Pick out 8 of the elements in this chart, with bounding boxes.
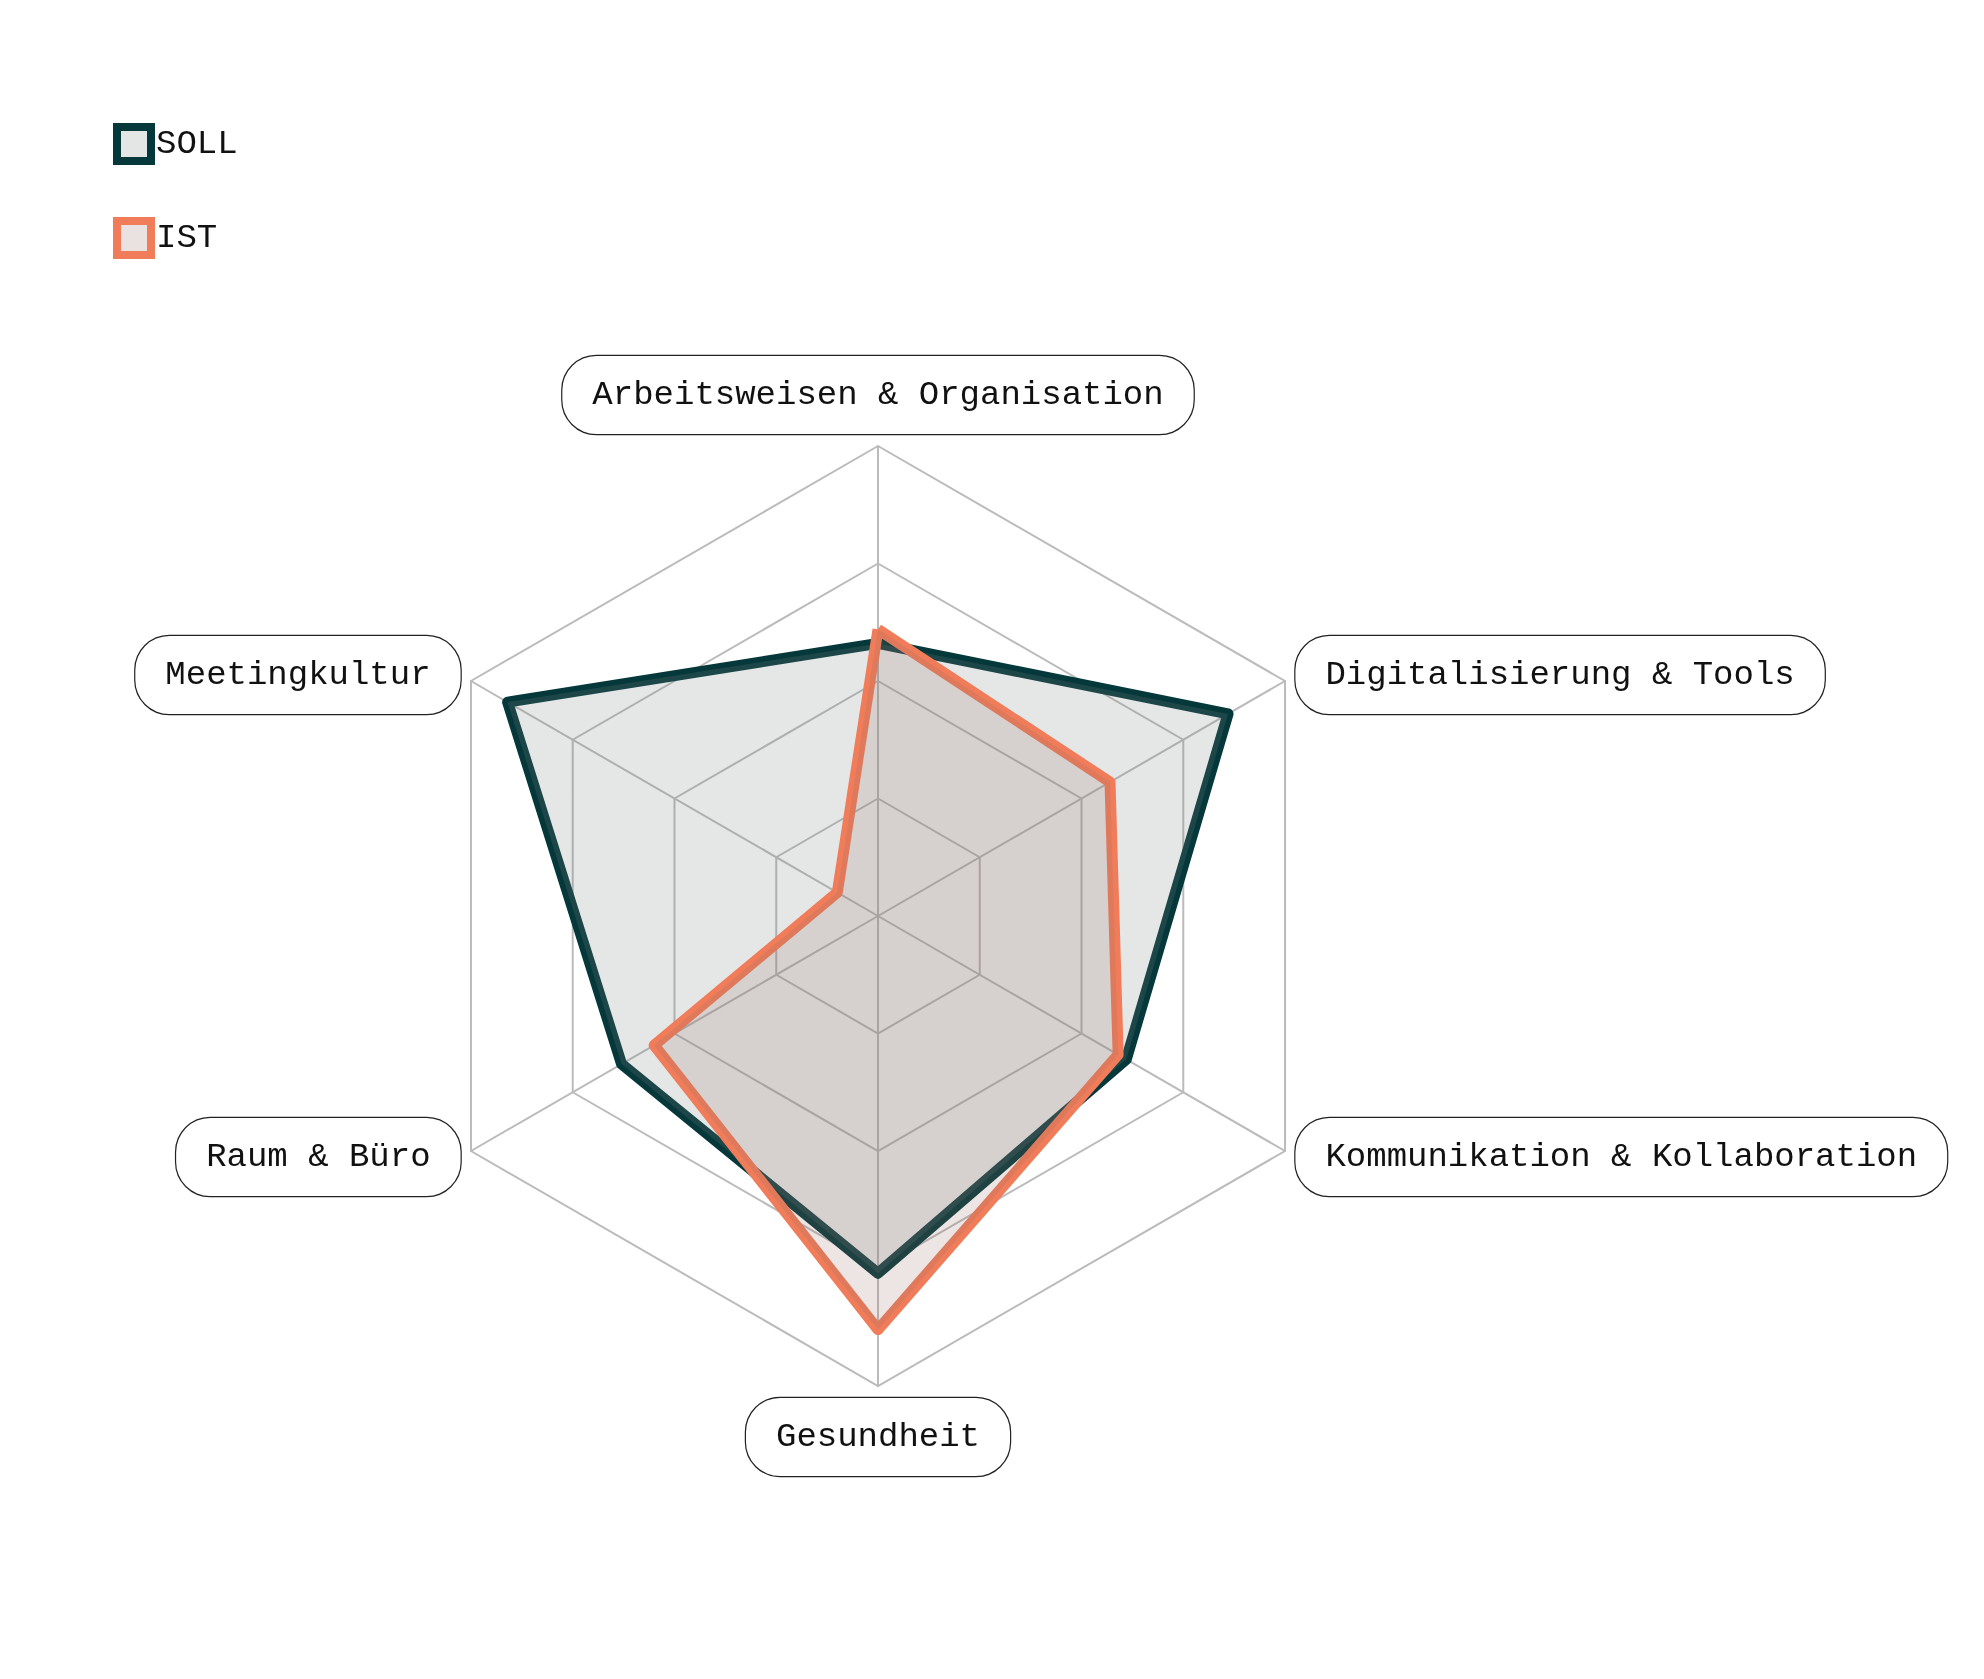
legend-label: SOLL — [156, 125, 238, 163]
legend-label: IST — [156, 219, 218, 257]
spoke-label: Gesundheit — [775, 1418, 981, 1456]
spoke-label: Digitalisierung & Tools — [1325, 656, 1795, 694]
spoke-label: Raum & Büro — [206, 1138, 431, 1176]
spoke-label: Kommunikation & Kollaboration — [1325, 1138, 1918, 1176]
spoke-label: Meetingkultur — [165, 656, 431, 694]
spoke-label: Arbeitsweisen & Organisation — [592, 376, 1164, 414]
